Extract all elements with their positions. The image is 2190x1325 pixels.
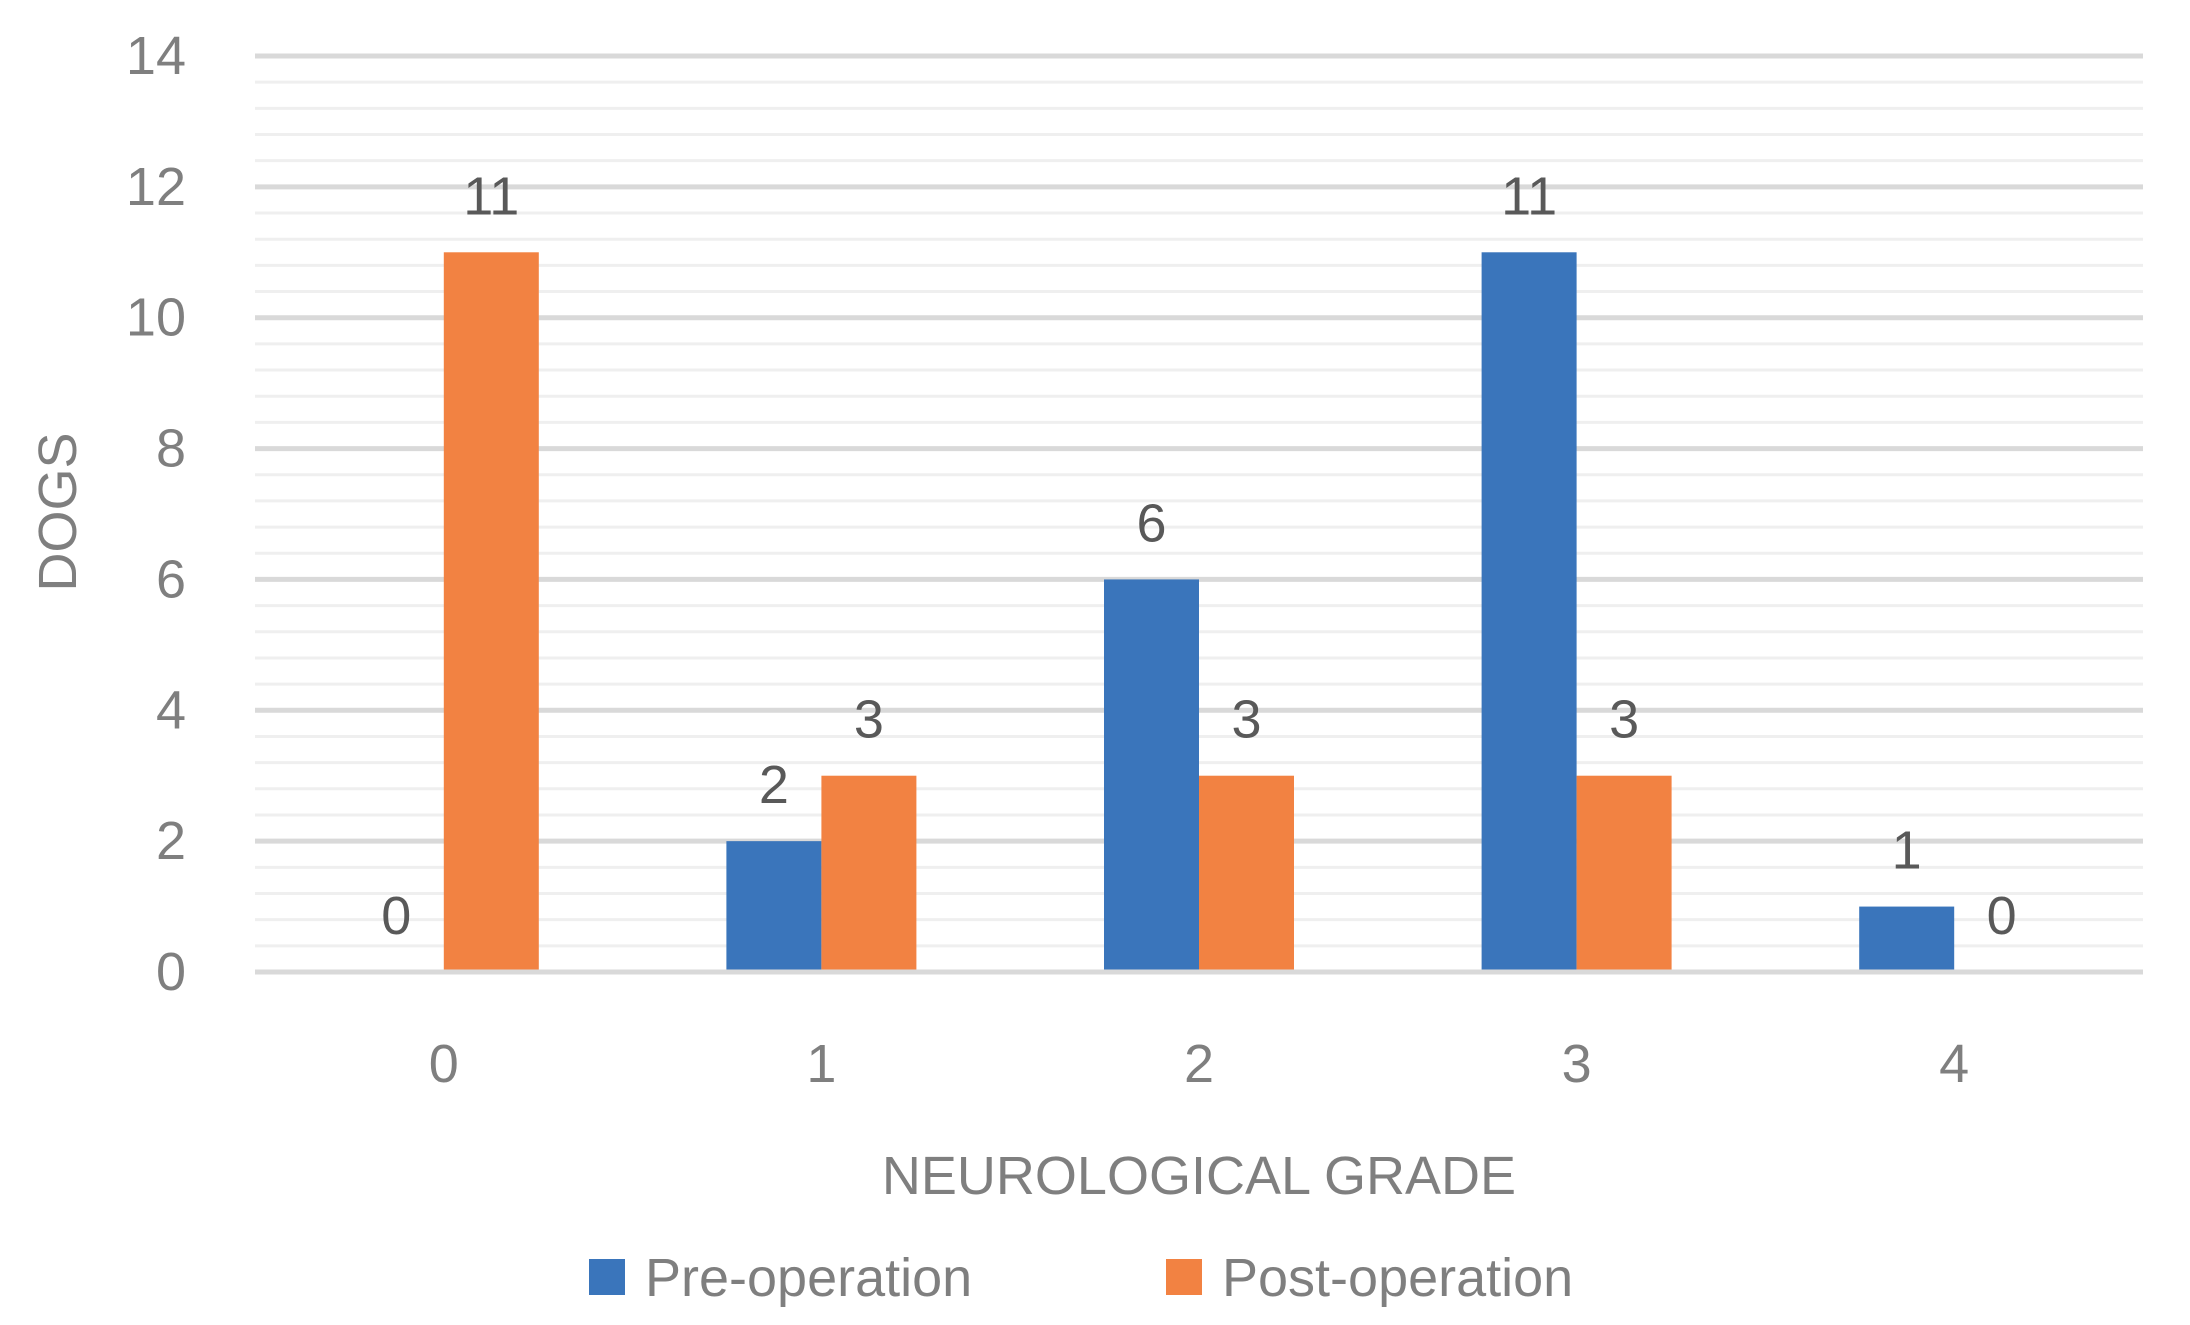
y-axis-title: DOGS	[28, 432, 88, 591]
y-tick-label: 6	[156, 549, 186, 609]
legend-swatch-post-operation	[1166, 1259, 1202, 1295]
y-tick-label: 4	[156, 680, 186, 740]
data-label: 11	[1501, 166, 1557, 226]
x-axis-title: NEUROLOGICAL GRADE	[882, 1146, 1516, 1206]
data-label: 2	[759, 755, 789, 815]
y-tick-label: 2	[156, 811, 186, 871]
y-tick-label: 10	[126, 288, 186, 348]
y-tick-label: 8	[156, 419, 186, 479]
bar-post-operation	[1199, 775, 1294, 972]
x-tick-label: 4	[1939, 1034, 1969, 1094]
x-tick-label: 1	[806, 1034, 836, 1094]
bar-pre-operation	[1859, 906, 1955, 972]
bar-post-operation	[821, 775, 917, 972]
data-labels: 0 11 2 3 6 3 11 3 1 0	[381, 166, 2016, 946]
bar-pre-operation	[726, 841, 822, 972]
x-tick-label: 3	[1562, 1034, 1592, 1094]
legend-label-post-operation: Post-operation	[1222, 1248, 1573, 1308]
bars	[443, 252, 1955, 973]
y-axis-tick-labels: 0 2 4 6 8 10 12 14	[126, 26, 186, 1002]
data-label: 1	[1892, 821, 1922, 881]
data-label: 3	[1231, 690, 1261, 750]
x-tick-label: 0	[429, 1034, 459, 1094]
legend-label-pre-operation: Pre-operation	[645, 1248, 972, 1308]
data-label: 11	[463, 166, 519, 226]
y-tick-label: 14	[126, 26, 186, 86]
data-label: 3	[854, 690, 884, 750]
legend: Pre-operation Post-operation	[589, 1248, 1573, 1308]
data-label: 3	[1609, 690, 1639, 750]
y-tick-label: 0	[156, 942, 186, 1002]
legend-swatch-pre-operation	[589, 1259, 625, 1295]
x-axis-tick-labels: 0 1 2 3 4	[429, 1034, 1969, 1094]
x-tick-label: 2	[1184, 1034, 1214, 1094]
bar-post-operation	[443, 252, 539, 973]
bar-post-operation	[1576, 775, 1672, 972]
data-label: 0	[1987, 886, 2017, 946]
bar-pre-operation	[1104, 579, 1199, 972]
data-label: 6	[1136, 493, 1166, 553]
y-tick-label: 12	[126, 157, 186, 217]
bar-pre-operation	[1481, 252, 1577, 973]
data-label: 0	[381, 886, 411, 946]
